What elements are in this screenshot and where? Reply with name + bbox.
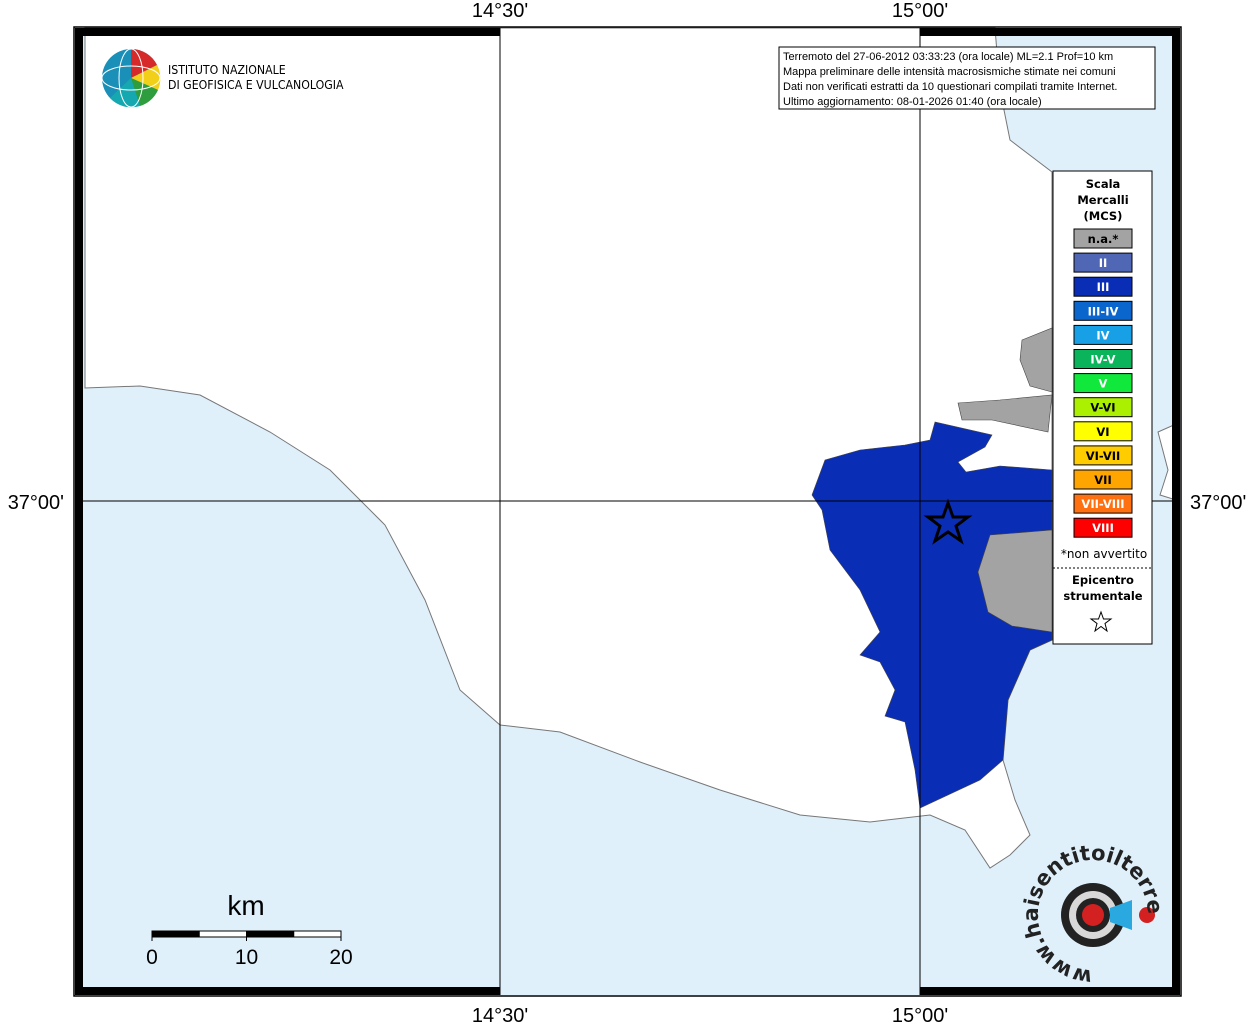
legend-swatch bbox=[1073, 228, 1133, 249]
frame-bar bbox=[75, 501, 83, 995]
legend-label: VII bbox=[1094, 473, 1111, 487]
info-line: Mappa preliminare delle intensità macros… bbox=[783, 66, 1116, 78]
scale-segment bbox=[198, 930, 247, 938]
legend-label: VI-VII bbox=[1086, 449, 1121, 463]
frame-bar bbox=[1172, 28, 1180, 501]
logo-text: ISTITUTO NAZIONALE bbox=[168, 62, 286, 77]
legend-label: IV-V bbox=[1090, 353, 1115, 367]
frame-bar bbox=[920, 28, 1180, 36]
legend-label: III bbox=[1097, 280, 1110, 294]
legend-swatch bbox=[1073, 445, 1133, 466]
scale-segment bbox=[293, 930, 342, 938]
intensity-zone bbox=[1019, 327, 1053, 393]
legend-swatch bbox=[1073, 276, 1133, 297]
legend-swatch bbox=[1073, 349, 1133, 369]
frame-bar bbox=[75, 28, 83, 501]
scale-segment bbox=[151, 930, 200, 938]
info-box bbox=[778, 46, 1156, 110]
frame-bar bbox=[1172, 501, 1180, 995]
scale-label: 20 bbox=[329, 946, 352, 969]
scale-unit: km bbox=[227, 890, 264, 921]
legend-epicenter: Epicentro bbox=[1072, 573, 1134, 587]
lon-label: 15°00' bbox=[892, 1005, 948, 1024]
legend-swatch bbox=[1073, 517, 1133, 538]
intensity-zone bbox=[957, 394, 1053, 433]
scale-bar: km 0 10 20 bbox=[146, 890, 353, 969]
legend-label: n.a.* bbox=[1088, 232, 1119, 246]
scale-label: 10 bbox=[235, 946, 258, 969]
legend-label: VII-VIII bbox=[1081, 497, 1124, 511]
info-line: Ultimo aggiornamento: 08-01-2026 01:40 (… bbox=[783, 96, 1042, 108]
legend-label: V bbox=[1099, 377, 1108, 391]
legend-note: *non avvertito bbox=[1061, 547, 1147, 561]
legend-swatch bbox=[1073, 300, 1133, 321]
scale-label: 0 bbox=[146, 946, 158, 969]
epicenter-star bbox=[923, 498, 973, 545]
legend-title: Scala bbox=[1086, 177, 1121, 191]
lon-label: 15°00' bbox=[892, 0, 948, 22]
legend-star bbox=[1089, 610, 1113, 633]
logo-text: DI GEOFISICA E VULCANOLOGIA bbox=[168, 77, 344, 92]
frame-bar bbox=[920, 987, 1180, 995]
legend-label: VI bbox=[1096, 425, 1109, 439]
legend-label: III-IV bbox=[1088, 304, 1119, 318]
legend-label: II bbox=[1099, 256, 1108, 270]
legend-swatch bbox=[1073, 493, 1133, 514]
legend-swatch bbox=[1073, 469, 1133, 490]
legend-title: Mercalli bbox=[1077, 193, 1128, 207]
intensity-zone bbox=[811, 421, 1053, 809]
legend-label: VIII bbox=[1092, 521, 1114, 535]
ingv-logo: ISTITUTO NAZIONALE DI GEOFISICA E VULCAN… bbox=[101, 48, 344, 108]
scale-segment bbox=[246, 930, 295, 938]
legend-label: V-VI bbox=[1090, 401, 1115, 415]
legend-epicenter: strumentale bbox=[1063, 589, 1142, 603]
lon-label: 14°30' bbox=[472, 1005, 528, 1024]
info-line: Terremoto del 27-06-2012 03:33:23 (ora l… bbox=[783, 51, 1113, 63]
lon-label: 14°30' bbox=[472, 0, 528, 22]
frame bbox=[73, 26, 1182, 997]
frame-bar bbox=[75, 987, 500, 995]
intensity-zone bbox=[977, 529, 1053, 633]
legend-label: IV bbox=[1096, 328, 1109, 342]
legend-swatch bbox=[1073, 373, 1133, 394]
lat-label: 37°00' bbox=[1190, 492, 1246, 514]
legend-swatch bbox=[1073, 421, 1133, 442]
frame-bar bbox=[75, 28, 500, 36]
lat-label: 37°00' bbox=[8, 492, 64, 514]
legend-swatch bbox=[1073, 397, 1133, 418]
info-line: Dati non verificati estratti da 10 quest… bbox=[783, 81, 1117, 93]
legend-title: (MCS) bbox=[1084, 209, 1123, 223]
legend-swatch bbox=[1073, 324, 1133, 345]
legend-swatch bbox=[1073, 252, 1133, 273]
